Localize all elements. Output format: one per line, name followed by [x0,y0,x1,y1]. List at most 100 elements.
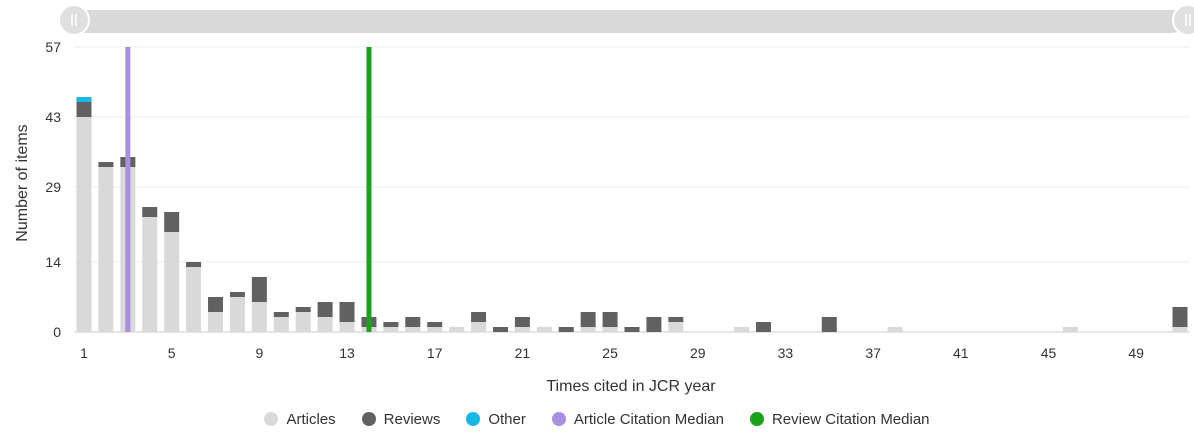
bar-articles-18[interactable] [449,327,465,332]
bar-articles-25[interactable] [602,327,618,332]
x-tick-label: 45 [1041,345,1057,361]
bar-articles-13[interactable] [339,322,355,332]
bar-reviews-1[interactable] [76,102,92,117]
x-tick-label: 5 [168,345,176,361]
x-axis: 1 5 9 13 17 21 25 29 33 37 41 45 49 [80,345,1144,361]
x-tick-label: 17 [427,345,443,361]
other-swatch-icon [466,412,481,426]
bar-reviews-13[interactable] [339,302,355,322]
x-tick-label: 33 [778,345,794,361]
bar-reviews-4[interactable] [142,207,158,217]
legend-label: Review Citation Median [771,410,930,428]
x-tick-label: 41 [953,345,969,361]
bar-reviews-21[interactable] [514,317,530,327]
bar-articles-21[interactable] [514,327,530,332]
articles-swatch-icon [264,412,279,426]
article-median-swatch-icon [551,412,566,426]
legend: Articles Reviews Other Article Citation … [0,408,1194,430]
bar-articles-12[interactable] [317,317,333,332]
bars [76,97,1188,332]
bar-reviews-19[interactable] [471,312,487,322]
bar-articles-4[interactable] [142,217,158,332]
bar-articles-17[interactable] [427,327,443,332]
grid-lines [74,46,1190,333]
bar-articles-19[interactable] [471,322,487,332]
bar-articles-6[interactable] [186,267,202,332]
bar-reviews-8[interactable] [229,292,245,297]
y-tick-label: 57 [45,39,61,55]
y-tick-label: 0 [53,324,61,340]
reviews-swatch-icon [361,412,376,426]
x-tick-label: 37 [865,345,881,361]
y-tick-label: 14 [45,254,61,270]
legend-item-articles[interactable]: Articles [264,410,336,428]
bar-reviews-7[interactable] [208,297,224,312]
bar-articles-24[interactable] [580,327,596,332]
median-lines [125,47,372,332]
bar-articles-1[interactable] [76,117,92,332]
bar-reviews-28[interactable] [668,317,684,322]
bar-reviews-12[interactable] [317,302,333,317]
bar-reviews-6[interactable] [186,262,202,267]
y-axis: 0 14 29 43 57 [45,39,61,340]
bar-articles-28[interactable] [668,322,684,332]
bar-articles-11[interactable] [295,312,311,332]
bar-reviews-24[interactable] [580,312,596,327]
bar-reviews-16[interactable] [405,317,421,327]
bar-articles-22[interactable] [536,327,552,332]
bar-articles-8[interactable] [229,297,245,332]
bar-articles-46[interactable] [1062,327,1078,332]
x-tick-label: 9 [255,345,263,361]
legend-label: Article Citation Median [573,410,724,428]
x-axis-title: Times cited in JCR year [546,378,716,395]
legend-item-article-median[interactable]: Article Citation Median [551,410,724,428]
navigator-right-handle[interactable] [1172,4,1194,36]
bar-articles-9[interactable] [251,302,267,332]
bar-articles-15[interactable] [383,327,399,332]
x-tick-label: 13 [339,345,355,361]
x-tick-label: 21 [515,345,531,361]
x-tick-label: 49 [1128,345,1144,361]
bar-articles-2[interactable] [98,167,114,332]
navigator-left-handle[interactable] [58,4,90,36]
legend-label: Other [488,410,526,428]
bar-reviews-23[interactable] [558,327,574,332]
bar-articles-7[interactable] [208,312,224,332]
legend-label: Articles [286,410,336,428]
bar-articles-31[interactable] [734,327,750,332]
legend-item-reviews[interactable]: Reviews [361,411,440,428]
bar-reviews-32[interactable] [756,322,772,332]
bar-reviews-35[interactable] [821,317,837,332]
bar-other-1[interactable] [76,97,92,102]
navigator-track[interactable] [74,10,1184,33]
bar-reviews-15[interactable] [383,322,399,327]
bar-reviews-26[interactable] [624,327,640,332]
bar-articles-5[interactable] [164,232,180,332]
bar-articles-51[interactable] [1172,327,1188,332]
y-axis-title: Number of items [14,124,31,241]
bar-reviews-51[interactable] [1172,307,1188,327]
bar-reviews-11[interactable] [295,307,311,312]
x-tick-label: 25 [602,345,618,361]
y-tick-label: 43 [45,109,61,125]
legend-item-review-median[interactable]: Review Citation Median [749,410,930,428]
bar-reviews-25[interactable] [602,312,618,327]
x-tick-label: 1 [80,345,88,361]
x-tick-label: 29 [690,345,706,361]
range-navigator[interactable] [58,4,1194,36]
bar-articles-38[interactable] [887,327,903,332]
y-tick-label: 29 [45,179,61,195]
bar-reviews-20[interactable] [492,327,508,332]
bar-reviews-17[interactable] [427,322,443,327]
bar-articles-16[interactable] [405,327,421,332]
bar-reviews-5[interactable] [164,212,180,232]
bar-reviews-10[interactable] [273,312,289,317]
legend-item-other[interactable]: Other [466,411,526,428]
bar-articles-10[interactable] [273,317,289,332]
review-median-swatch-icon [749,412,764,426]
bar-reviews-2[interactable] [98,162,114,167]
bar-reviews-27[interactable] [646,317,662,332]
bar-reviews-9[interactable] [251,277,267,302]
